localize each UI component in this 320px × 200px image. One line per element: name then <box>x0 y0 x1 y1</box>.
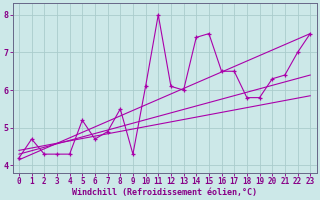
X-axis label: Windchill (Refroidissement éolien,°C): Windchill (Refroidissement éolien,°C) <box>72 188 257 197</box>
